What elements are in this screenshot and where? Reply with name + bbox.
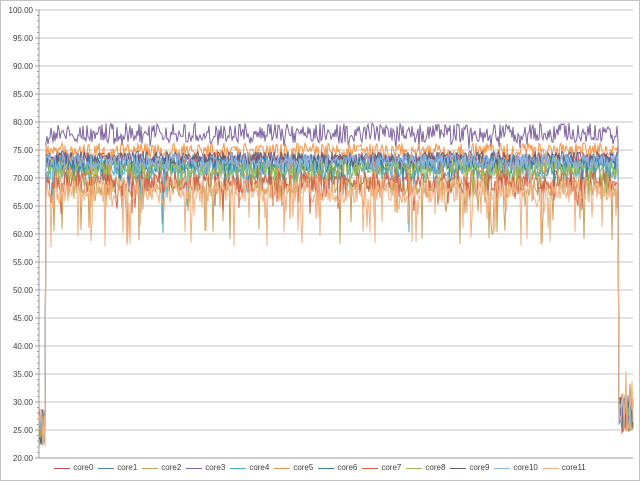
legend-line-swatch [450,467,467,469]
legend-line-swatch [98,467,115,469]
legend-line-swatch [406,467,423,469]
legend-item-core4: core4 [230,463,269,473]
legend-line-swatch [318,467,335,469]
series-line-core10 [38,152,634,445]
legend-line-swatch [494,467,511,469]
y-axis-tick-label: 70.00 [13,174,34,183]
y-axis-tick-label: 50.00 [13,286,34,295]
legend-line-swatch [54,467,71,469]
y-axis-tick-label: 30.00 [13,398,34,407]
legend-item-core10: core10 [494,463,538,473]
legend-label: core2 [161,463,182,472]
legend-label: core10 [513,463,538,472]
y-axis-tick-label: 60.00 [13,230,34,239]
legend-item-core6: core6 [318,463,357,473]
series-line-core3 [38,121,634,435]
legend-line-swatch [542,467,559,469]
y-axis-tick-label: 100.00 [9,6,34,15]
series-line-core8 [38,156,634,446]
y-axis-tick-label: 25.00 [13,426,34,435]
legend-line-swatch [274,467,291,469]
legend-label: core9 [469,463,490,472]
series-line-core9 [38,149,634,444]
legend-item-core9: core9 [450,463,489,473]
legend-item-core3: core3 [186,463,225,473]
legend-item-core0: core0 [54,463,93,473]
legend-item-core11: core11 [542,463,586,473]
y-axis-tick-label: 20.00 [13,454,34,463]
legend-item-core8: core8 [406,463,445,473]
y-axis-tick-label: 95.00 [13,34,34,43]
legend-label: core8 [425,463,446,472]
legend-line-swatch [186,467,203,469]
y-axis-tick-label: 65.00 [13,202,34,211]
series-line-core2 [38,171,634,445]
legend-label: core3 [205,463,226,472]
legend-label: core7 [381,463,402,472]
y-axis-tick-label: 55.00 [13,258,34,267]
series-line-core6 [38,152,634,446]
legend-label: core0 [73,463,94,472]
series-line-core11 [38,177,634,447]
legend-label: core5 [293,463,314,472]
legend-label: core11 [561,463,586,472]
y-axis-tick-label: 85.00 [13,90,34,99]
y-axis-tick-label: 40.00 [13,342,34,351]
legend-item-core5: core5 [274,463,313,473]
series-line-core5 [38,141,634,444]
y-axis-tick-label: 90.00 [13,62,34,71]
legend-item-core2: core2 [142,463,181,473]
y-axis-tick-label: 45.00 [13,314,34,323]
legend-line-swatch [142,467,159,469]
legend-label: core6 [337,463,358,472]
y-axis-tick-label: 35.00 [13,370,34,379]
legend-line-swatch [362,467,379,469]
legend-item-core7: core7 [362,463,401,473]
legend-label: core4 [249,463,270,472]
y-axis-tick-label: 75.00 [13,146,34,155]
y-axis-tick-label: 80.00 [13,118,34,127]
legend-line-swatch [230,467,247,469]
legend-label: core1 [117,463,138,472]
legend-item-core1: core1 [98,463,137,473]
chart-legend: core0 core1 core2 core3 core4 core5 core6 core7… [1,460,639,476]
